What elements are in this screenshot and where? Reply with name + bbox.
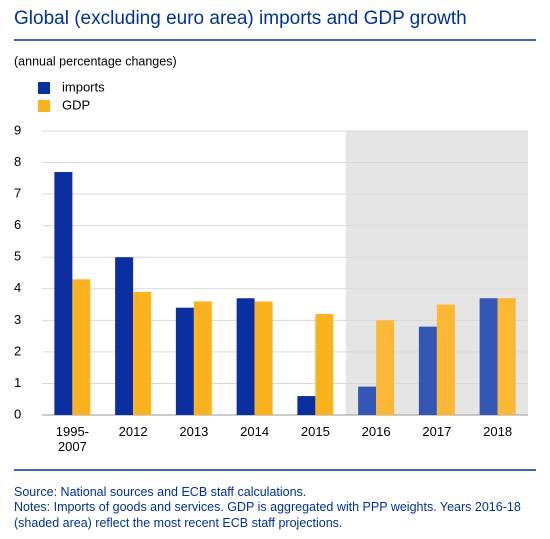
y-tick-label: 7 [14,186,21,201]
x-tick-label: 2015 [300,424,330,439]
bar [418,326,437,415]
x-tick-label: 2013 [179,424,209,439]
x-tick-label: 2017 [422,424,452,439]
legend-label: imports [62,79,105,94]
x-tick-label: 2016 [361,424,391,439]
bar [236,298,255,415]
x-tick-label: 2018 [483,424,513,439]
bar [254,301,273,415]
legend-swatch [38,82,50,94]
chart-title: Global (excluding euro area) imports and… [14,8,467,29]
legend-swatch [38,100,50,112]
bar [193,301,212,415]
bar [175,307,194,415]
y-tick-label: 4 [14,280,21,295]
bar [479,298,498,415]
x-tick-label: 1995-2007 [55,424,89,454]
bar [376,320,395,415]
source: Source: National sources and ECB staff c… [14,485,307,499]
y-tick-label: 9 [14,122,21,137]
y-tick-label: 3 [14,312,21,327]
y-tick-label: 0 [14,406,21,421]
notes: Notes: Imports of goods and services. GD… [14,500,521,530]
y-tick-label: 8 [14,154,21,169]
legend-label: GDP [62,97,90,112]
bar [297,396,316,415]
y-tick-label: 2 [14,343,21,358]
bar [72,279,91,415]
bar [54,172,73,415]
bar [315,314,334,415]
bar [115,257,134,415]
bar [436,304,455,415]
chart-subtitle: (annual percentage changes) [14,54,177,68]
x-tick-label: 2014 [240,424,270,439]
y-tick-label: 1 [14,375,21,390]
bar [133,291,152,415]
y-tick-label: 6 [14,217,21,232]
x-tick-label: 2012 [118,424,148,439]
bar [358,386,377,415]
y-tick-label: 5 [14,249,21,264]
bar [497,298,516,415]
